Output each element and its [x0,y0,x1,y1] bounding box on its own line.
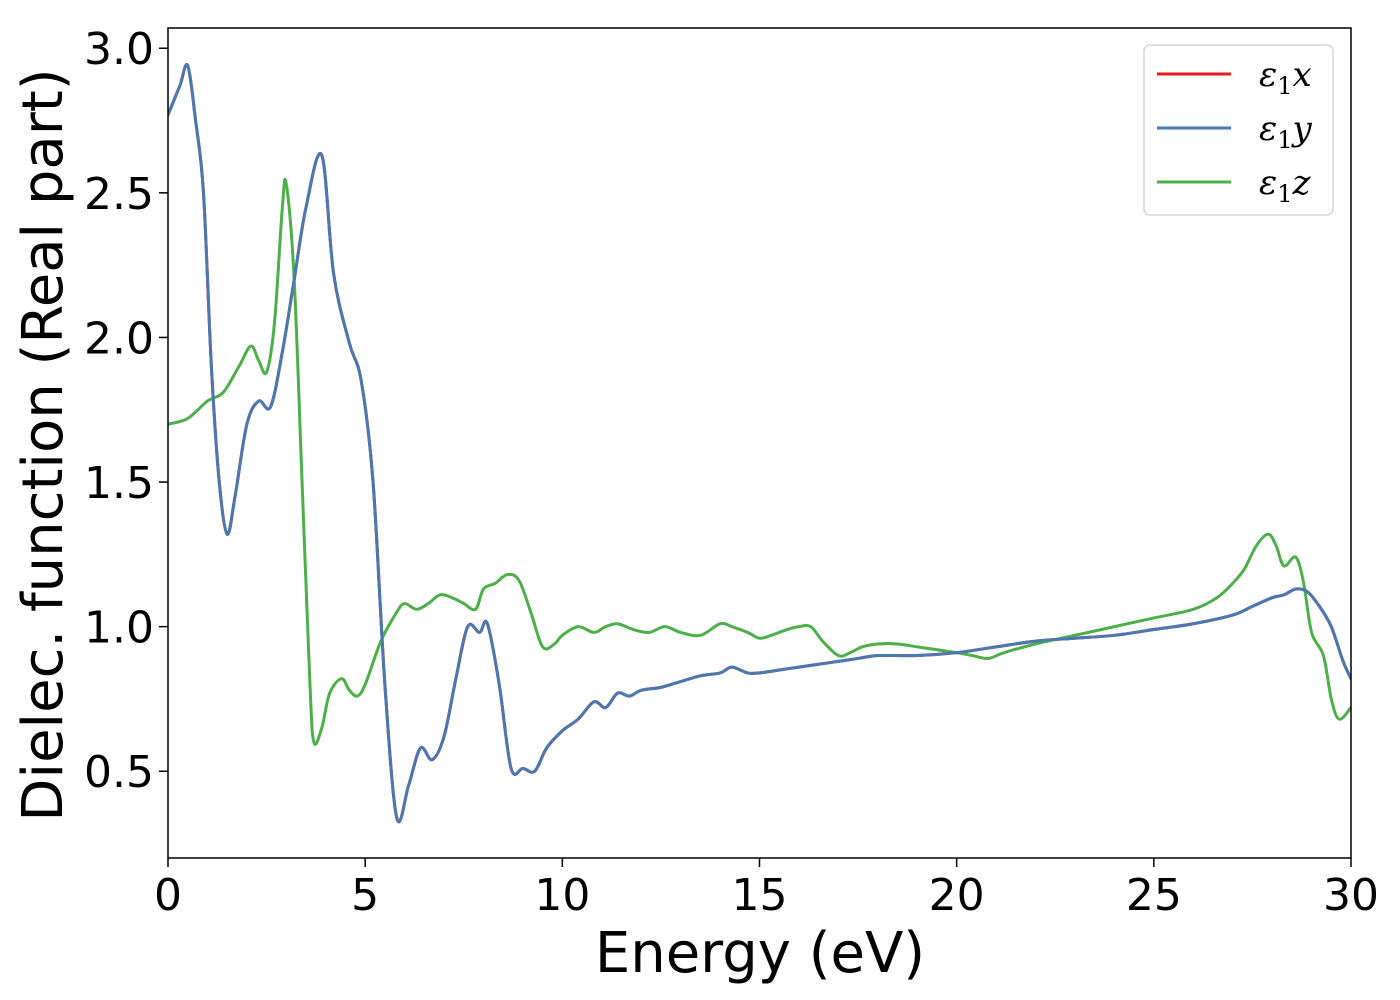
legend-label-z: ε1z [1259,163,1312,208]
legend-label-x: ε1x [1259,55,1312,100]
x-axis-label: Energy (eV) [595,921,925,986]
x-tick-label: 30 [1323,870,1379,921]
axes: 0 5 10 15 20 25 30 0.5 1.0 1.5 2.0 2.5 3.0 [84,24,1379,921]
y-axis-label: Dielec. function (Real part) [11,68,76,821]
y-tick-label: 2.0 [84,313,154,364]
series-line-y [168,62,1351,824]
x-tick-label: 0 [154,870,182,921]
legend-label-y: ε1y [1259,109,1313,154]
x-tick-label: 15 [732,870,788,921]
y-tick-label: 1.5 [84,458,154,509]
x-tick-label: 5 [351,870,379,921]
legend: ε1x ε1y ε1z [1143,44,1334,216]
y-tick-label: 2.5 [84,169,154,220]
y-tick-label: 1.0 [84,603,154,654]
x-tick-label: 20 [929,870,985,921]
x-tick-label: 25 [1126,870,1182,921]
legend-box [1143,44,1334,216]
plot-area [168,62,1351,824]
x-tick-label: 10 [534,870,590,921]
series-line-z [168,177,1351,746]
y-tick-label: 3.0 [84,24,154,75]
y-tick-label: 0.5 [84,747,154,798]
